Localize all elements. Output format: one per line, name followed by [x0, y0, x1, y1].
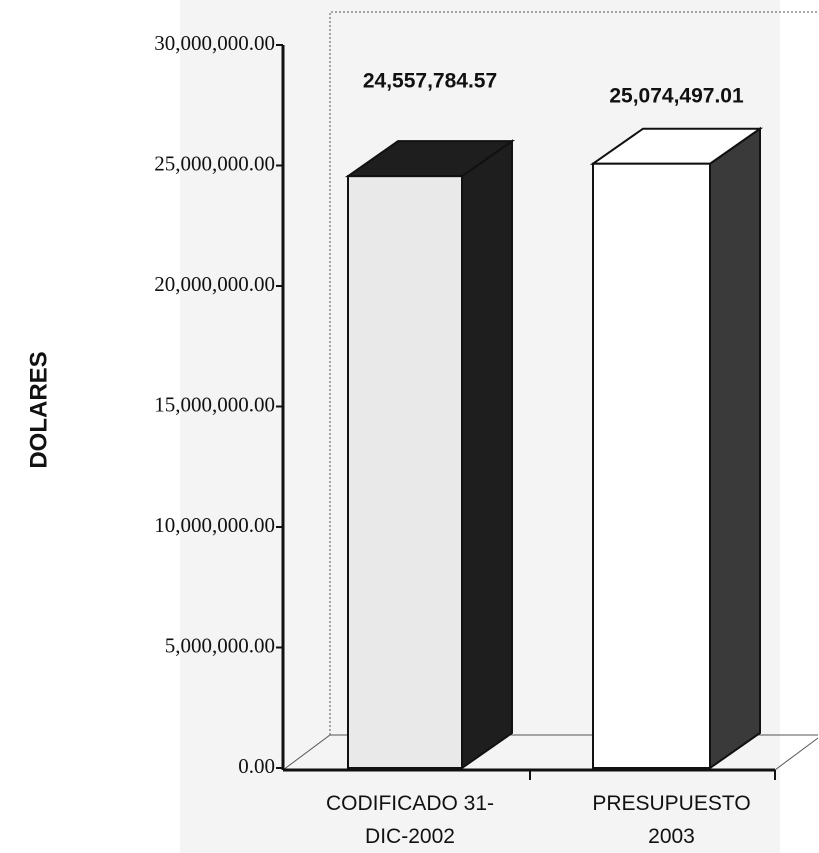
bar: [347, 175, 463, 769]
y-tick-label: 25,000,000.00: [154, 151, 275, 175]
y-tick-label: 20,000,000.00: [154, 272, 275, 296]
x-tick-label: PRESUPUESTO 2003: [592, 792, 751, 848]
value-label: 25,074,497.01: [609, 85, 744, 108]
bar: [592, 162, 711, 769]
y-axis-title: DOLARES: [25, 351, 52, 468]
bar-side: [461, 139, 513, 770]
back-wall: [329, 11, 818, 735]
bar-side: [709, 126, 761, 770]
y-tick-label: 10,000,000.00: [154, 513, 275, 537]
x-tick-label: CODIFICADO 31-DIC-2002: [325, 792, 495, 848]
floor-edge: [774, 737, 819, 771]
value-label: 24,557,784.57: [363, 70, 497, 93]
y-tick-label: 30,000,000.00: [154, 31, 275, 55]
y-tick-label: 5,000,000.00: [165, 633, 275, 657]
y-tick-label: 15,000,000.00: [154, 392, 275, 416]
y-tick-label: 0.00: [238, 754, 275, 778]
